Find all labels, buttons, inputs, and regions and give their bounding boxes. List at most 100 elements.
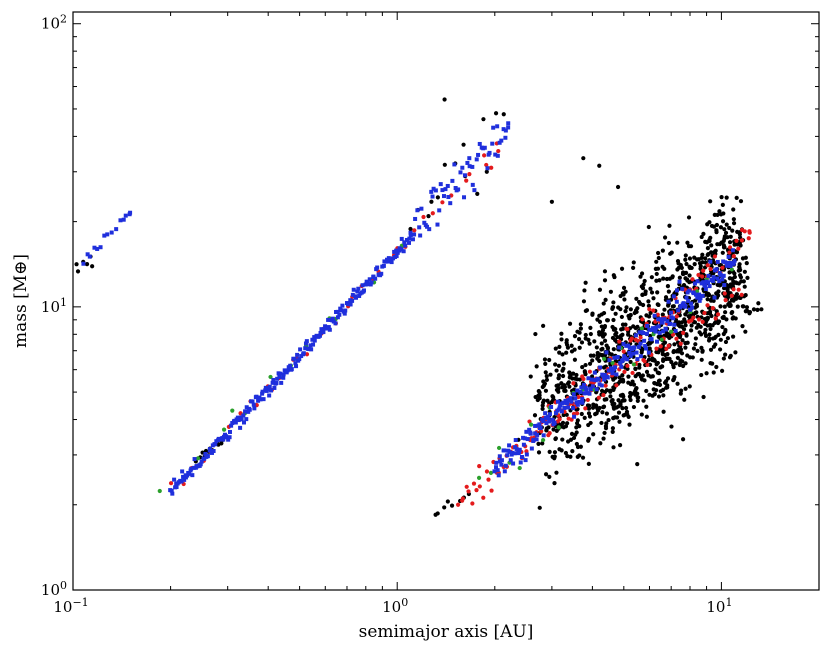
data-point bbox=[706, 280, 711, 285]
data-point bbox=[87, 254, 92, 259]
data-point bbox=[536, 388, 541, 394]
data-point bbox=[554, 383, 559, 388]
data-point bbox=[350, 298, 355, 303]
data-point bbox=[644, 404, 649, 409]
data-point bbox=[663, 327, 668, 332]
data-point bbox=[590, 405, 596, 410]
data-point bbox=[354, 295, 359, 300]
data-point bbox=[247, 407, 252, 412]
data-point bbox=[497, 140, 502, 145]
data-point bbox=[207, 447, 212, 452]
data-point bbox=[581, 382, 586, 387]
data-point bbox=[718, 212, 724, 217]
data-point bbox=[552, 481, 557, 486]
data-point bbox=[474, 157, 479, 162]
data-point bbox=[675, 288, 680, 293]
data-point bbox=[625, 363, 630, 368]
data-point bbox=[292, 356, 297, 361]
data-point bbox=[575, 444, 581, 450]
data-point bbox=[722, 304, 727, 309]
data-point bbox=[445, 499, 450, 504]
data-point bbox=[610, 426, 616, 431]
data-point bbox=[238, 425, 243, 430]
data-point bbox=[227, 429, 232, 434]
data-point bbox=[541, 437, 546, 443]
data-point bbox=[729, 267, 734, 272]
data-point bbox=[564, 350, 569, 355]
data-point bbox=[617, 375, 622, 380]
data-point bbox=[464, 178, 469, 183]
data-point bbox=[595, 317, 600, 322]
data-point bbox=[289, 367, 294, 372]
data-point bbox=[477, 484, 482, 489]
data-point bbox=[532, 413, 538, 418]
data-point bbox=[251, 402, 256, 407]
data-point bbox=[529, 446, 534, 451]
data-point bbox=[677, 279, 682, 284]
data-point bbox=[579, 411, 584, 417]
data-point bbox=[550, 417, 555, 422]
data-point bbox=[705, 263, 710, 268]
data-point bbox=[601, 405, 606, 410]
data-point bbox=[690, 305, 695, 310]
data-point bbox=[647, 327, 652, 332]
data-point bbox=[654, 339, 659, 344]
data-point bbox=[562, 405, 567, 410]
data-point bbox=[575, 377, 580, 382]
data-point bbox=[679, 324, 685, 329]
data-point bbox=[700, 260, 705, 265]
data-point bbox=[482, 153, 487, 158]
data-point bbox=[716, 293, 721, 298]
data-point bbox=[114, 227, 119, 232]
data-point bbox=[610, 305, 616, 310]
data-point bbox=[552, 456, 557, 461]
data-point bbox=[746, 236, 751, 241]
data-point bbox=[634, 386, 639, 391]
data-point bbox=[260, 389, 265, 394]
data-point bbox=[600, 328, 606, 333]
data-point bbox=[623, 308, 628, 314]
data-point bbox=[565, 381, 571, 386]
data-point bbox=[553, 362, 558, 367]
data-point bbox=[695, 295, 700, 300]
data-point bbox=[590, 384, 595, 389]
data-point bbox=[708, 235, 713, 240]
data-point bbox=[543, 411, 548, 416]
data-point bbox=[620, 332, 625, 337]
data-point bbox=[514, 446, 519, 451]
data-point bbox=[655, 370, 660, 375]
data-point bbox=[600, 410, 605, 415]
data-point bbox=[624, 305, 629, 310]
data-point bbox=[588, 331, 593, 337]
data-point bbox=[714, 309, 719, 314]
data-point bbox=[235, 415, 240, 420]
data-point bbox=[631, 265, 636, 270]
data-point bbox=[700, 252, 705, 257]
data-point bbox=[559, 337, 564, 342]
data-point bbox=[543, 472, 549, 477]
data-point bbox=[611, 377, 616, 382]
data-point bbox=[669, 424, 674, 429]
data-point bbox=[547, 412, 552, 417]
data-point bbox=[705, 246, 711, 251]
data-point bbox=[728, 234, 733, 239]
data-point bbox=[470, 164, 475, 169]
data-point bbox=[665, 319, 670, 324]
data-point bbox=[727, 270, 732, 275]
data-point bbox=[654, 259, 659, 264]
data-point bbox=[369, 280, 374, 285]
data-point bbox=[559, 409, 564, 414]
data-point bbox=[685, 240, 690, 245]
data-point bbox=[470, 501, 475, 506]
data-point bbox=[651, 387, 656, 392]
data-point bbox=[95, 246, 100, 251]
data-point bbox=[195, 456, 201, 461]
data-point bbox=[601, 392, 606, 398]
data-point bbox=[699, 234, 704, 240]
data-point bbox=[683, 341, 688, 346]
data-point bbox=[657, 330, 662, 335]
data-point bbox=[574, 400, 579, 405]
data-point bbox=[456, 187, 461, 192]
data-point bbox=[743, 309, 748, 314]
data-point bbox=[571, 406, 576, 411]
